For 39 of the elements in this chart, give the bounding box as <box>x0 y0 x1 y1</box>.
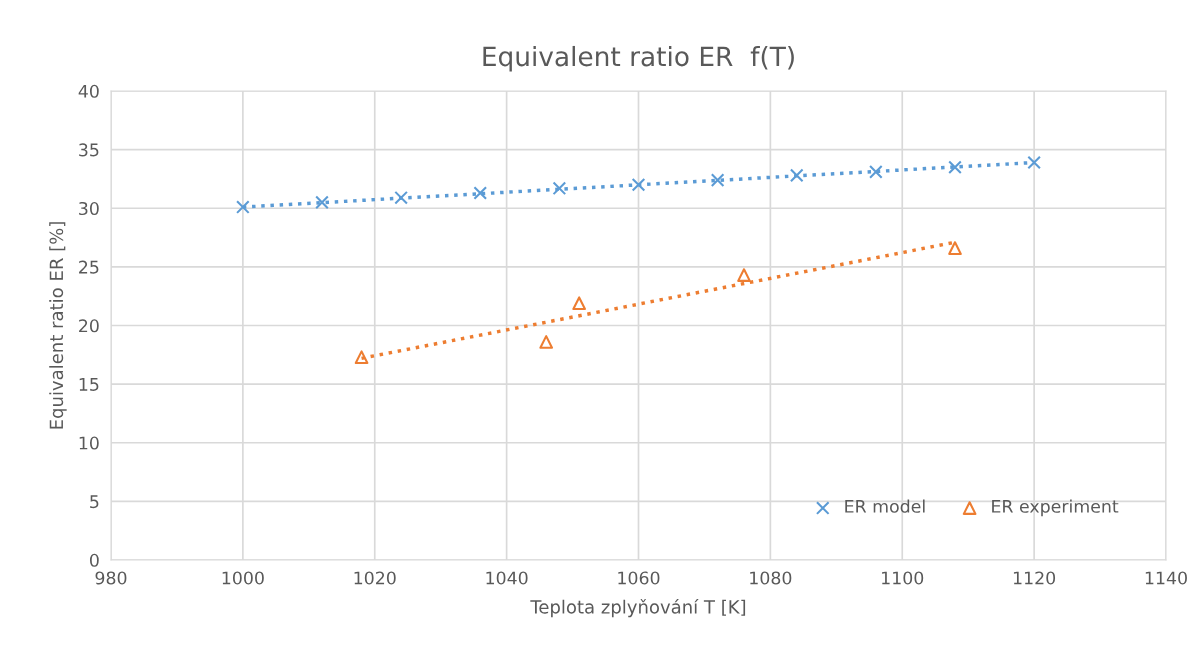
point <box>354 350 369 365</box>
y-tick-label: 20 <box>79 319 99 333</box>
y-tick-label: 15 <box>79 378 99 391</box>
y-tick-label: 5 <box>90 495 99 509</box>
point <box>394 190 408 205</box>
point <box>948 160 962 175</box>
x-tick-label: 1120 <box>1013 571 1056 585</box>
x-tick-label: 1020 <box>354 571 396 585</box>
y-tick-label: 0 <box>89 553 99 567</box>
point <box>539 335 554 349</box>
y-tick-label: 35 <box>79 143 99 157</box>
y-axis-title: Equivalent ratio ER [%] <box>49 222 67 429</box>
x-tick-label: 1100 <box>882 571 924 585</box>
x-tick-label: 1060 <box>618 571 660 585</box>
point <box>869 165 883 179</box>
point <box>789 168 804 183</box>
x-tick-label: 980 <box>95 571 127 585</box>
y-tick-label: 25 <box>79 260 99 274</box>
legend-label: ER experiment <box>992 499 1119 517</box>
x-tick-label: 1040 <box>486 571 528 585</box>
y-tick-label: 30 <box>79 201 99 216</box>
point <box>710 173 725 187</box>
point <box>473 186 488 200</box>
x-tick-label: 1000 <box>222 571 264 585</box>
x-axis-title: Teplota zplyňování T [K] <box>530 599 746 618</box>
x-tick-label: 1080 <box>750 571 792 585</box>
point <box>572 296 587 311</box>
x-tick-label: 1140 <box>1145 571 1187 585</box>
point <box>631 177 646 192</box>
point <box>948 241 962 255</box>
point <box>315 195 329 210</box>
y-tick-label: 40 <box>78 84 99 98</box>
point <box>236 200 250 214</box>
point <box>552 181 567 196</box>
legend-label: ER model <box>845 499 925 513</box>
y-tick-label: 10 <box>79 436 99 450</box>
point <box>737 268 751 282</box>
chart-title: Equivalent ratio ER f(T) <box>483 45 794 72</box>
point <box>1027 155 1041 170</box>
